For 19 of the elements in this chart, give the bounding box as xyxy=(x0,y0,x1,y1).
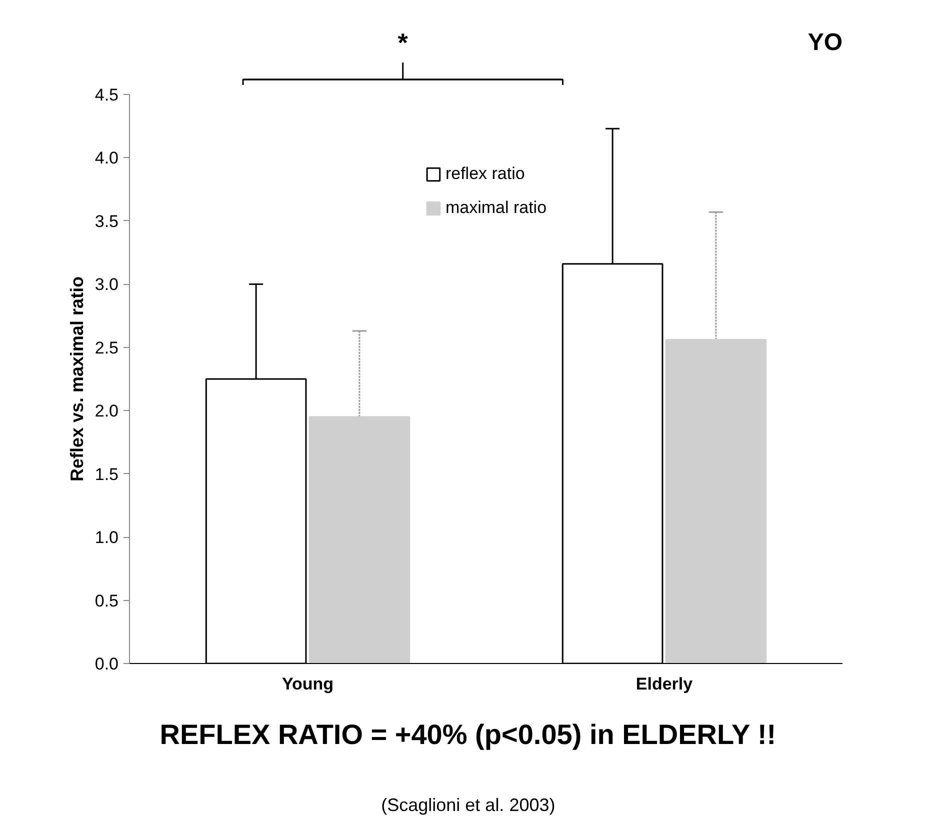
x-tick-label: Elderly xyxy=(636,674,694,694)
text: (Scaglioni et al. 2003) xyxy=(381,794,556,815)
legend-label: maximal ratio xyxy=(445,198,547,218)
y-axis-title: Reflex vs. maximal ratio xyxy=(66,276,87,482)
y-tick-label: 2.0 xyxy=(94,402,119,421)
text: YO xyxy=(808,28,843,56)
text: REFLEX RATIO = +40% (p<0.05) in ELDERLY !! xyxy=(160,718,776,750)
y-tick-label: 2.5 xyxy=(94,338,119,358)
y-tick-label: 4.5 xyxy=(94,86,119,104)
legend-label: reflex ratio xyxy=(445,164,525,184)
y-tick-label: 3.0 xyxy=(94,275,119,294)
y-tick-label: 1.0 xyxy=(94,528,119,548)
y-tick-label: 4.0 xyxy=(94,148,119,168)
y-tick-label: 0.5 xyxy=(94,591,119,610)
y-tick-label: 1.5 xyxy=(94,464,119,484)
y-tick-label: 0.0 xyxy=(94,654,119,674)
text: * xyxy=(398,27,409,58)
y-tick-label: 3.5 xyxy=(94,212,119,231)
x-tick-label: Young xyxy=(282,674,334,694)
